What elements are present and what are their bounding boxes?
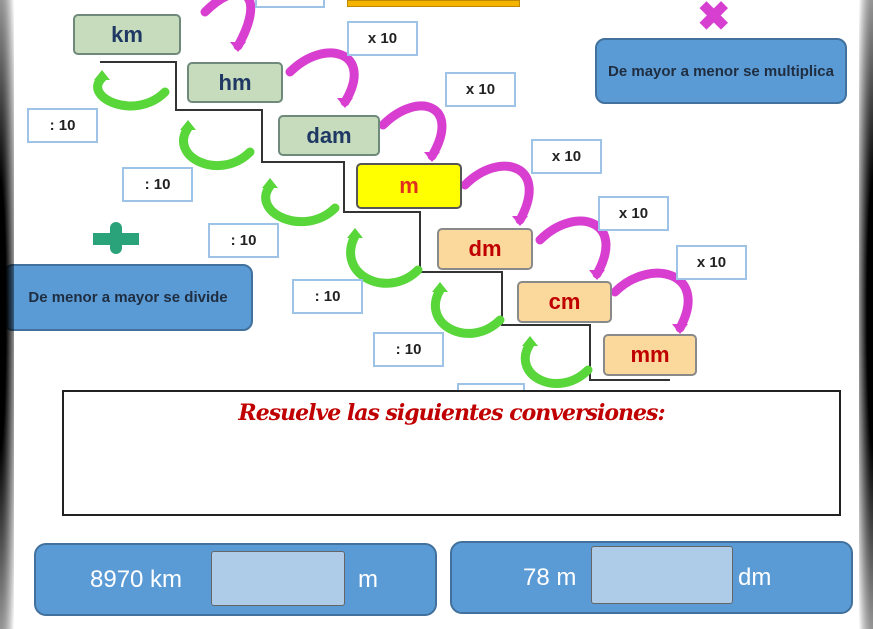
divide-arrow bbox=[430, 285, 505, 338]
divide-label: : 10 bbox=[27, 108, 98, 143]
conversion-target-unit: m bbox=[358, 565, 378, 593]
multiply-arrow bbox=[535, 216, 611, 279]
arrow-head bbox=[94, 70, 110, 80]
arrow-head bbox=[262, 178, 278, 188]
multiply-arrow bbox=[200, 0, 256, 51]
divide-arrow bbox=[93, 73, 170, 111]
right-vignette bbox=[859, 0, 873, 629]
exercise-title: Resuelve las siguientes conversiones: bbox=[238, 400, 665, 426]
arrow-head bbox=[424, 152, 440, 162]
conversion-value: 78 m bbox=[523, 563, 577, 591]
arrow-head bbox=[589, 270, 605, 280]
multiply-arrow bbox=[378, 101, 447, 161]
arrow-head bbox=[672, 324, 688, 334]
arrow-head bbox=[512, 216, 528, 226]
times-icon: ✖ bbox=[697, 0, 731, 39]
unit-mm: mm bbox=[603, 334, 697, 376]
unit-km: km bbox=[73, 14, 181, 55]
divide-label: : 10 bbox=[292, 279, 363, 314]
unit-cm: cm bbox=[517, 281, 612, 323]
conversion-target-unit: dm bbox=[738, 563, 772, 591]
divide-arrow bbox=[346, 231, 423, 288]
multiply-label: x 10 bbox=[445, 72, 516, 107]
unit-dm: dm bbox=[437, 228, 533, 270]
arrow-head bbox=[347, 228, 363, 238]
top-cropped-bar bbox=[347, 0, 520, 7]
unit-m: m bbox=[356, 163, 462, 209]
divide-arrow bbox=[179, 123, 255, 171]
divide-arrow bbox=[520, 339, 593, 388]
conversion-value: 8970 km bbox=[90, 565, 183, 593]
arrow-head bbox=[180, 120, 196, 130]
multiply-arrow bbox=[460, 161, 534, 225]
multiply-label: x 10 bbox=[676, 245, 747, 280]
unit-dam: dam bbox=[278, 115, 380, 156]
left-vignette bbox=[0, 0, 14, 629]
conversion-card-1: 8970 km m bbox=[34, 543, 437, 616]
answer-input-2[interactable] bbox=[591, 546, 733, 604]
arrow-head bbox=[230, 42, 246, 52]
arrow-head bbox=[337, 98, 353, 108]
top-cropped-box bbox=[255, 0, 325, 8]
multiply-label: x 10 bbox=[598, 196, 669, 231]
multiply-label: x 10 bbox=[531, 139, 602, 174]
note-multiply: De mayor a menor se multiplica bbox=[595, 38, 847, 104]
divide-label: : 10 bbox=[208, 223, 279, 258]
multiply-label: x 10 bbox=[347, 21, 418, 56]
bottom-cropped-box bbox=[457, 383, 525, 391]
divide-label: : 10 bbox=[122, 167, 193, 202]
multiply-arrow bbox=[610, 268, 693, 333]
plus-icon bbox=[93, 222, 139, 254]
multiply-arrow bbox=[285, 48, 359, 107]
divide-arrow bbox=[261, 181, 340, 227]
arrow-head bbox=[432, 282, 448, 292]
arrow-head bbox=[522, 336, 538, 346]
exercise-panel: Resuelve las siguientes conversiones: bbox=[62, 390, 841, 516]
divide-label: : 10 bbox=[373, 332, 444, 367]
conversion-card-2: 78 m dm bbox=[450, 541, 853, 614]
stair-line bbox=[100, 61, 670, 381]
note-divide: De menor a mayor se divide bbox=[3, 264, 253, 331]
answer-input-1[interactable] bbox=[211, 551, 345, 606]
unit-hm: hm bbox=[187, 62, 283, 103]
